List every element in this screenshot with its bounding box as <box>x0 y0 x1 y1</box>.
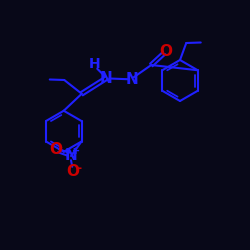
Text: O: O <box>50 142 62 156</box>
Text: O: O <box>159 44 172 59</box>
Text: O: O <box>66 164 79 178</box>
Text: -: - <box>76 162 82 175</box>
Text: N: N <box>126 72 138 87</box>
Text: +: + <box>72 146 80 156</box>
Text: N: N <box>100 71 112 86</box>
Text: H: H <box>89 57 100 71</box>
Text: N: N <box>65 148 78 164</box>
